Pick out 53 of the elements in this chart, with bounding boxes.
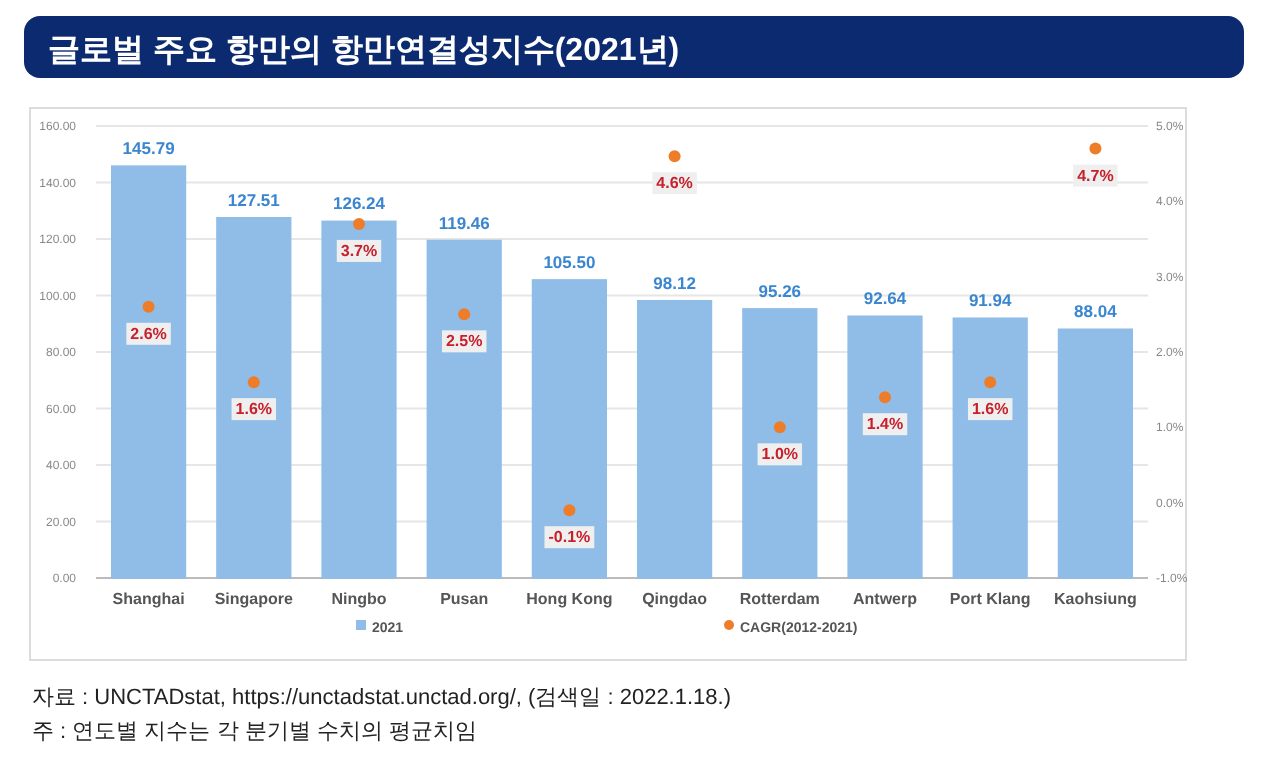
data-label: 119.46	[438, 212, 491, 233]
data-label: 1.6%	[235, 400, 273, 419]
point	[879, 391, 891, 404]
x-tick-label: Pusan	[440, 590, 489, 608]
x-tick-label: Shanghai	[112, 590, 185, 608]
bar	[531, 279, 608, 579]
data-label: 4.6%	[656, 174, 693, 193]
point	[668, 150, 681, 163]
x-tick-label: Qingdao	[642, 590, 708, 608]
point	[353, 217, 365, 230]
data-label: 95.26	[758, 280, 802, 301]
point	[247, 376, 260, 389]
bar	[1057, 328, 1134, 579]
x-tick-label: Hong Kong	[526, 590, 613, 608]
data-label: 98.12	[653, 272, 697, 293]
data-label: 92.64	[863, 288, 907, 309]
x-tick-label: Ningbo	[331, 590, 387, 608]
data-label: -0.1%	[548, 528, 591, 547]
x-tick-label: Rotterdam	[739, 590, 820, 608]
bar	[636, 300, 713, 579]
bar	[952, 317, 1028, 579]
data-label: 3.7%	[340, 241, 378, 260]
x-tick-label: Kaohsiung	[1054, 590, 1137, 608]
data-label: 1.6%	[971, 400, 1009, 419]
text: 자료 : UNCTADstat, https://unctadstat.unctad.org/, (검색일 : 2022.1.18.)	[32, 686, 731, 710]
text: 주 : 연도별 지수는 각 분기별 수치의 평균치임	[32, 720, 477, 744]
point	[773, 421, 786, 434]
point	[458, 308, 471, 321]
data-label: 2.6%	[130, 324, 167, 343]
bar	[742, 308, 818, 579]
data-label: 105.50	[543, 251, 596, 272]
data-label: 4.7%	[1077, 166, 1114, 185]
data-label: 91.94	[968, 290, 1013, 311]
point	[984, 376, 997, 389]
x-tick-label: Singapore	[214, 590, 295, 608]
data-label: 1.0%	[761, 445, 799, 464]
bar	[847, 315, 923, 579]
point	[142, 300, 155, 313]
data-label: 2.5%	[445, 332, 483, 351]
data-label: 127.51	[227, 189, 281, 210]
bar	[321, 220, 397, 579]
point	[1089, 142, 1102, 155]
data-label: 1.4%	[866, 415, 904, 434]
point	[563, 504, 576, 517]
x-tick-label: Antwerp	[853, 590, 918, 608]
chart-title: 글로벌 주요 항만의 항만연결성지수(2021년)	[48, 34, 680, 68]
data-label: 88.04	[1074, 301, 1118, 322]
x-tick-label: Port Klang	[949, 590, 1031, 608]
bar	[216, 216, 292, 579]
bar	[110, 165, 187, 579]
data-label: 126.24	[333, 193, 386, 214]
data-label: 145.79	[122, 138, 176, 159]
bar	[426, 239, 502, 579]
